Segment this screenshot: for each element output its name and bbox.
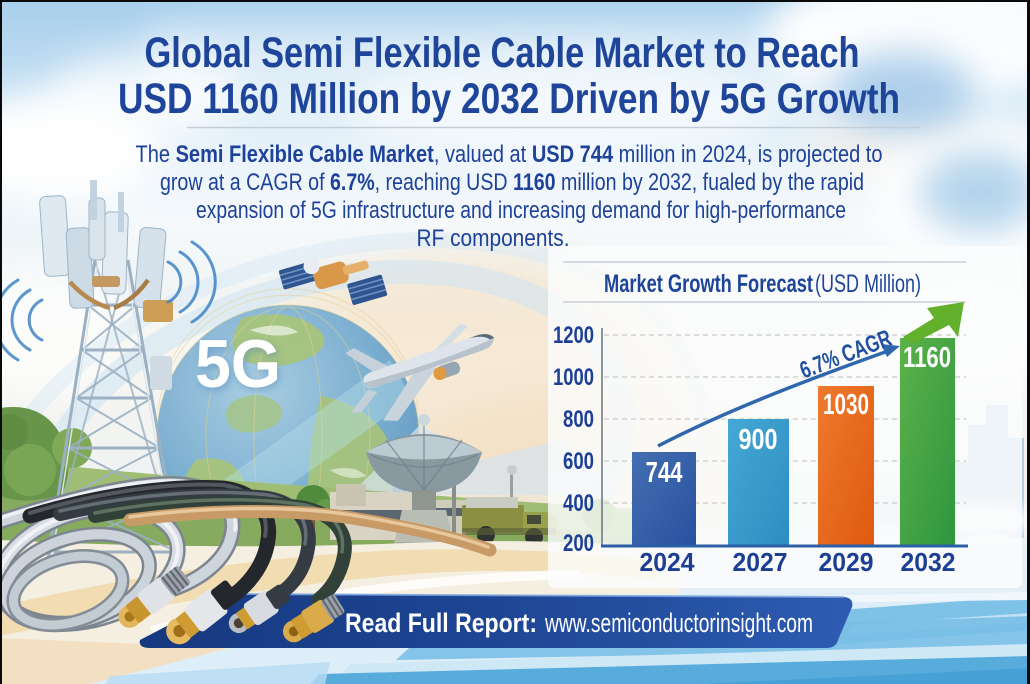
svg-text:2027: 2027 <box>733 547 788 577</box>
svg-text:(USD Million): (USD Million) <box>815 270 921 298</box>
svg-text:2032: 2032 <box>901 547 956 577</box>
svg-text:RF components.: RF components. <box>417 225 570 252</box>
svg-text:1000: 1000 <box>553 364 594 391</box>
svg-text:400: 400 <box>563 490 594 517</box>
svg-text:5G: 5G <box>195 326 281 402</box>
svg-text:expansion of 5G infrastructure: expansion of 5G infrastructure and incre… <box>196 197 846 224</box>
svg-text:800: 800 <box>563 406 594 433</box>
svg-text:1030: 1030 <box>823 389 869 421</box>
svg-text:2024: 2024 <box>640 547 696 577</box>
svg-text:USD 1160 Million by 2032 Drive: USD 1160 Million by 2032 Driven by 5G Gr… <box>118 75 900 123</box>
svg-text:5G: 5G <box>197 329 283 405</box>
svg-text:Market Growth Forecast: Market Growth Forecast <box>604 270 813 298</box>
svg-text:grow at a CAGR of 6.7%, reachi: grow at a CAGR of 6.7%, reaching USD 116… <box>160 169 864 196</box>
svg-text:200: 200 <box>563 530 594 557</box>
svg-text:Read Full Report:: Read Full Report: <box>345 608 537 638</box>
svg-text:1160: 1160 <box>903 342 951 374</box>
svg-text:www.semiconductorinsight.com: www.semiconductorinsight.com <box>544 608 813 638</box>
svg-text:600: 600 <box>563 448 594 475</box>
svg-text:744: 744 <box>646 457 683 489</box>
svg-text:1200: 1200 <box>553 322 594 349</box>
svg-text:The Semi Flexible Cable Market: The Semi Flexible Cable Market, valued a… <box>136 141 883 168</box>
svg-text:2029: 2029 <box>819 547 874 577</box>
svg-text:Global Semi Flexible Cable Mar: Global Semi Flexible Cable Market to Rea… <box>145 29 860 77</box>
svg-text:900: 900 <box>739 424 778 456</box>
